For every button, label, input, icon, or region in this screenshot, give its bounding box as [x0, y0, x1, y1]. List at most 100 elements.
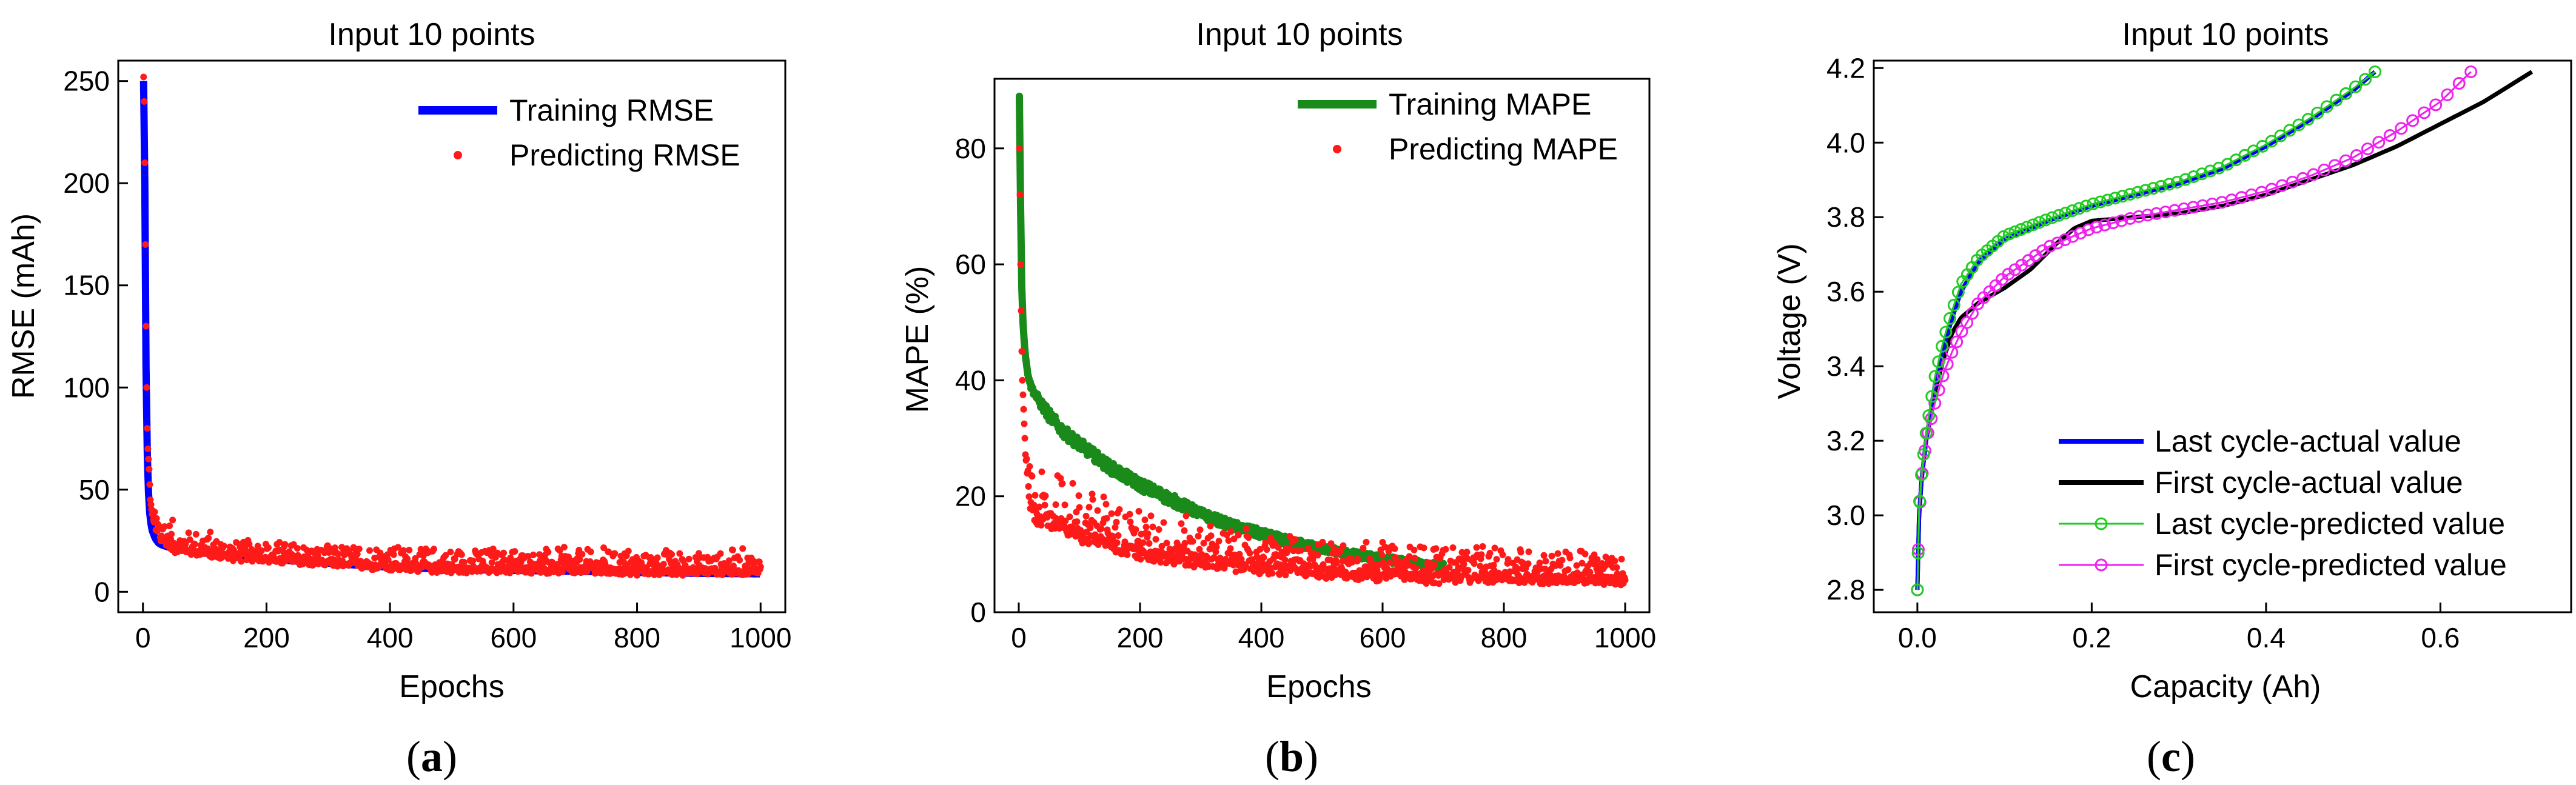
chart-c-marker — [2350, 149, 2363, 162]
chart-c-marker — [1925, 412, 1938, 426]
chart-c-y-tick-label: 3.8 — [1826, 201, 1865, 233]
chart-b-scatter-point — [1135, 507, 1142, 515]
chart-c-legend-label: Last cycle-actual value — [2155, 424, 2461, 458]
chart-b-scatter-point — [1282, 572, 1289, 579]
chart-c-marker — [2131, 185, 2144, 199]
chart-b-scatter-point — [1490, 561, 1497, 569]
chart-a-scatter-point — [335, 550, 342, 558]
chart-a-x-tick-label: 800 — [614, 622, 660, 653]
chart-b-scatter-point — [1157, 559, 1164, 566]
chart-c-marker — [1928, 370, 1942, 383]
chart-a-scatter-point — [207, 529, 214, 536]
chart-a-y-tick-label: 0 — [94, 576, 110, 607]
chart-b-scatter-point — [1304, 544, 1312, 552]
chart-c-marker — [2066, 230, 2079, 243]
chart-a-y-tick-label: 200 — [63, 167, 110, 199]
chart-a-scatter-point — [579, 550, 586, 558]
chart-b-scatter-point — [1113, 539, 1121, 546]
chart-b-scatter-point — [1245, 534, 1252, 541]
chart-b-scatter-point — [1573, 562, 1580, 569]
chart-b-scatter-point — [1613, 564, 1620, 571]
chart-b-scatter-point — [1149, 523, 1156, 530]
chart-c-marker — [2196, 199, 2209, 212]
chart-c-y-tick-label: 3.2 — [1826, 425, 1865, 456]
chart-b-legend-label: Predicting MAPE — [1389, 132, 1618, 166]
chart-b-scatter-point — [1018, 348, 1025, 355]
chart-a-x-tick-label: 600 — [490, 622, 537, 653]
chart-b-scatter-point — [1028, 473, 1036, 480]
chart-b-scatter-point — [1552, 562, 1559, 569]
chart-b-scatter-point — [1121, 538, 1129, 546]
chart-b-scatter-point — [1269, 570, 1276, 577]
chart-b-series-1 — [1016, 145, 1629, 589]
chart-b-scatter-point — [1016, 191, 1024, 198]
chart-a-scatter-point — [141, 159, 149, 167]
chart-a-scatter-point — [460, 559, 468, 566]
chart-c-marker — [2059, 207, 2072, 220]
chart-b-scatter-point — [1515, 579, 1523, 586]
chart-a-scatter-point — [185, 529, 192, 536]
chart-c-marker — [1932, 355, 1945, 369]
chart-a-scatter-point — [451, 556, 458, 563]
chart-c-marker — [2349, 80, 2362, 93]
chart-b-scatter-point — [1031, 492, 1039, 499]
chart-a-scatter-point — [355, 546, 363, 553]
chart-b-scatter-point — [1059, 480, 1066, 487]
chart-c-x-axis-label: Capacity (Ah) — [2130, 669, 2321, 704]
chart-a-frame — [117, 59, 787, 613]
chart-c: Input 10 points 0.0 0.2 0.4 0.6 2.8 3.0 3.2 3.4… — [1772, 17, 2572, 781]
chart-a-scatter-point — [447, 549, 454, 556]
chart-b-scatter-point — [1038, 468, 1045, 475]
chart-c-legend-marker — [2095, 558, 2108, 572]
chart-a-scatter-point — [354, 550, 361, 558]
chart-b-scatter-point — [1126, 510, 1133, 518]
chart-b-scatter-point — [1391, 545, 1398, 552]
chart-c-marker — [2107, 216, 2120, 230]
chart-a-y-axis-label: RMSE (mAh) — [6, 213, 41, 399]
chart-b-scatter-point — [1558, 556, 1566, 564]
chart-b-scatter-point — [1591, 551, 1598, 558]
chart-c-marker — [2124, 212, 2137, 225]
chart-a-scatter-point — [146, 481, 153, 488]
chart-b-scatter-point — [1260, 554, 1267, 561]
chart-b-scatter-point — [1410, 546, 1418, 553]
chart-c-series-2 — [1911, 65, 2382, 596]
chart-b-scatter-point — [1061, 501, 1068, 509]
chart-c-marker — [2058, 233, 2071, 247]
chart-b-scatter-point — [1227, 528, 1235, 535]
chart-b-y-axis-label: MAPE (%) — [900, 266, 935, 413]
chart-c-marker — [2094, 195, 2107, 209]
chart-b-scatter-point — [1540, 552, 1548, 559]
chart-c-marker — [1913, 495, 1927, 508]
chart-b-x-tick-label: 800 — [1481, 622, 1528, 653]
chart-c-panel-label: (c) — [2147, 732, 2195, 781]
chart-c-y-tick-label: 2.8 — [1826, 574, 1865, 606]
chart-b-scatter-point — [1491, 544, 1498, 552]
chart-c-y-tick-label: 3.0 — [1826, 499, 1865, 531]
chart-b-scatter-point — [1160, 519, 1167, 526]
chart-a-scatter-point — [489, 546, 497, 553]
chart-a-scatter-point — [717, 550, 724, 557]
chart-a-scatter-point — [654, 554, 661, 561]
chart-b-scatter-point — [1144, 530, 1152, 538]
chart-b-scatter-point — [1196, 526, 1204, 533]
chart-b-x-tick-label: 400 — [1238, 622, 1285, 653]
chart-b-scatter-point — [1020, 406, 1027, 413]
chart-b-scatter-point — [1069, 479, 1076, 487]
chart-b-scatter-point — [1366, 555, 1374, 563]
chart-c-marker — [2395, 122, 2408, 135]
chart-a-scatter-point — [146, 466, 153, 473]
chart-a-scatter-point — [469, 557, 477, 564]
chart-c-marker — [2320, 100, 2333, 113]
chart-b-scatter-point — [1319, 538, 1326, 546]
chart-b-scatter-point — [1464, 567, 1472, 574]
chart-a-scatter-point — [143, 322, 150, 330]
chart-b-scatter-point — [1189, 538, 1196, 545]
chart-b-scatter-point — [1594, 556, 1601, 563]
chart-c-marker — [2147, 182, 2160, 195]
chart-c-legend-marker — [2095, 517, 2108, 530]
chart-c-marker — [1928, 396, 1942, 410]
chart-b-scatter-point — [1026, 463, 1033, 470]
chart-b-frame — [993, 78, 1651, 613]
